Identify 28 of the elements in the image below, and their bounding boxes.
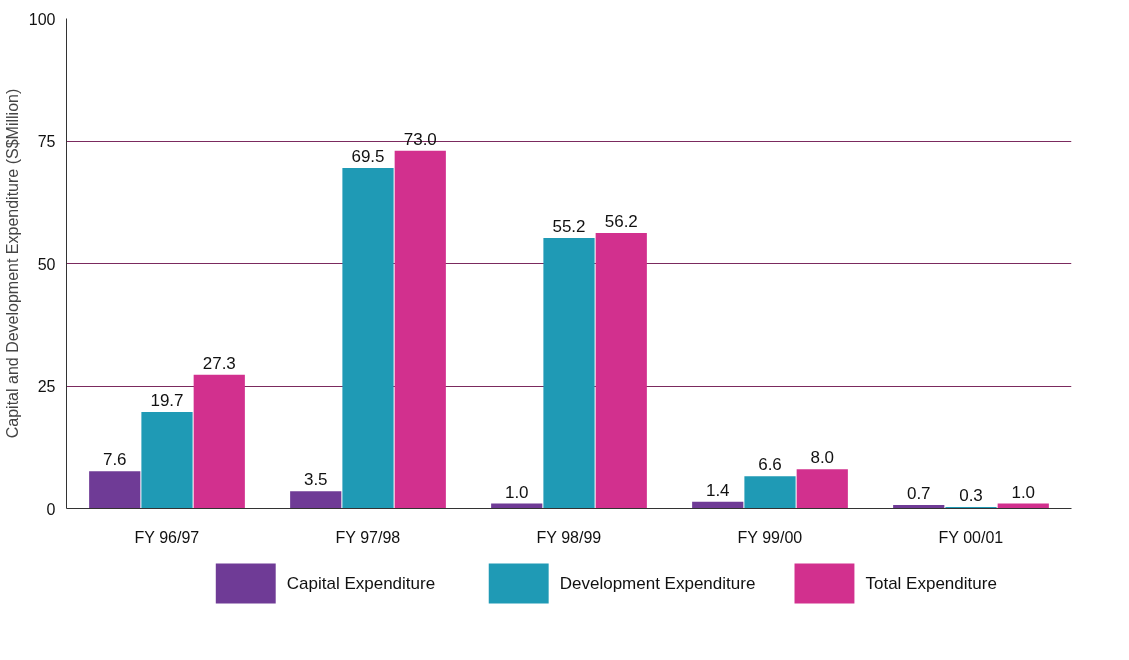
- data-label: 56.2: [604, 212, 638, 232]
- data-label: 0.3: [959, 486, 983, 506]
- data-label: 3.5: [303, 470, 328, 490]
- data-label: 69.5: [351, 146, 385, 166]
- data-label: 6.6: [758, 455, 782, 475]
- data-label: 0.7: [906, 484, 931, 504]
- y-tick-label: 50: [37, 255, 56, 273]
- y-tick-label: 75: [37, 133, 56, 150]
- data-label: 1.4: [705, 480, 730, 500]
- y-tick-label: 100: [28, 10, 56, 28]
- x-tick-label: FY 00/01: [938, 528, 1004, 546]
- legend-label: Development Expenditure: [559, 574, 756, 593]
- data-label: 55.2: [552, 217, 586, 237]
- y-tick-label: 0: [46, 500, 56, 518]
- legend-label: Capital Expenditure: [286, 574, 436, 593]
- x-tick-label: FY 96/97: [134, 528, 200, 546]
- data-label: 7.6: [102, 450, 127, 470]
- y-tick-label: 25: [37, 378, 56, 395]
- x-tick-label: FY 99/00: [737, 528, 803, 546]
- x-tick-label: FY 98/99: [536, 528, 602, 546]
- data-label: 19.7: [150, 390, 184, 410]
- legend-label: Total Expenditure: [865, 574, 997, 593]
- data-label: 27.3: [202, 353, 236, 373]
- x-tick-label: FY 97/98: [335, 528, 401, 546]
- y-axis-title: Capital and Development Expenditure (S$Million): [3, 88, 21, 439]
- data-label: 1.0: [504, 482, 529, 502]
- data-label: 1.0: [1011, 482, 1036, 502]
- data-label: 8.0: [810, 448, 835, 468]
